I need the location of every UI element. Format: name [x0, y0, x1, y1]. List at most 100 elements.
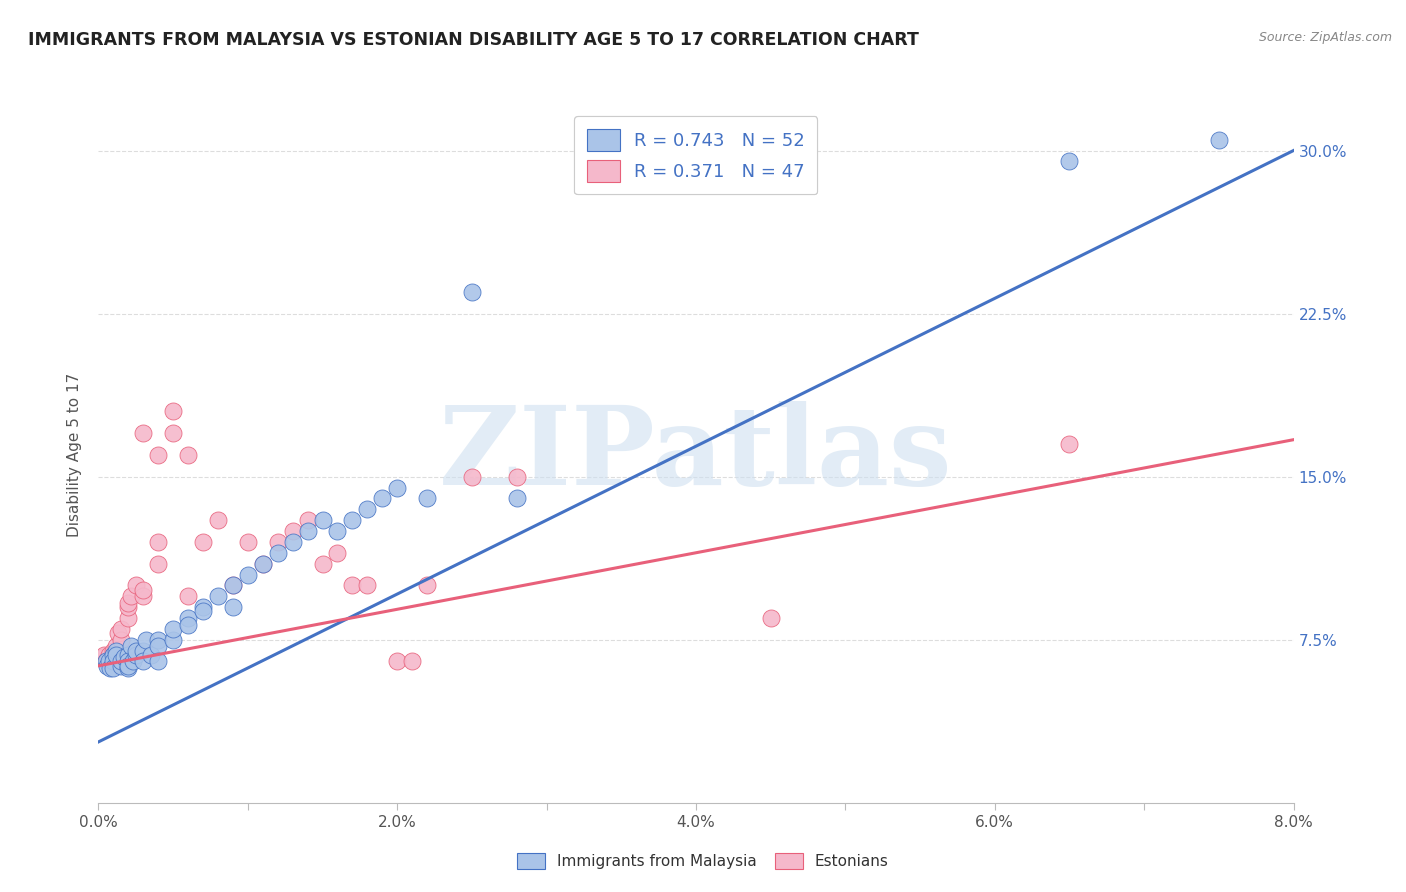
Point — [281, 535, 304, 549]
Point — [132, 655, 155, 669]
Point — [342, 513, 364, 527]
Point — [117, 600, 139, 615]
Point — [98, 661, 122, 675]
Point — [125, 643, 148, 657]
Point — [105, 639, 128, 653]
Point — [162, 622, 184, 636]
Point — [96, 655, 118, 669]
Point — [94, 655, 117, 669]
Point — [135, 632, 157, 647]
Point — [117, 655, 139, 669]
Point — [162, 632, 184, 647]
Point — [222, 600, 245, 615]
Point — [117, 658, 139, 673]
Text: IMMIGRANTS FROM MALAYSIA VS ESTONIAN DISABILITY AGE 5 TO 17 CORRELATION CHART: IMMIGRANTS FROM MALAYSIA VS ESTONIAN DIS… — [28, 31, 920, 49]
Legend: Immigrants from Malaysia, Estonians: Immigrants from Malaysia, Estonians — [512, 847, 894, 875]
Point — [326, 546, 349, 560]
Point — [416, 578, 439, 592]
Point — [177, 589, 200, 603]
Point — [110, 632, 132, 647]
Point — [96, 658, 118, 673]
Point — [107, 626, 129, 640]
Point — [120, 589, 142, 603]
Point — [125, 648, 148, 662]
Point — [252, 557, 274, 571]
Point — [103, 648, 125, 662]
Point — [326, 524, 349, 538]
Point — [132, 426, 155, 441]
Point — [385, 481, 409, 495]
Legend: R = 0.743   N = 52, R = 0.371   N = 47: R = 0.743 N = 52, R = 0.371 N = 47 — [575, 116, 817, 194]
Point — [267, 546, 290, 560]
Point — [385, 655, 409, 669]
Point — [148, 448, 170, 462]
Point — [1208, 133, 1230, 147]
Point — [117, 596, 139, 610]
Point — [371, 491, 394, 506]
Point — [103, 661, 125, 675]
Point — [110, 622, 132, 636]
Point — [103, 655, 125, 669]
Point — [132, 589, 155, 603]
Point — [148, 639, 170, 653]
Point — [177, 617, 200, 632]
Point — [148, 535, 170, 549]
Point — [97, 655, 120, 669]
Point — [177, 448, 200, 462]
Point — [98, 658, 122, 673]
Point — [94, 655, 117, 669]
Point — [148, 632, 170, 647]
Point — [148, 655, 170, 669]
Y-axis label: Disability Age 5 to 17: Disability Age 5 to 17 — [67, 373, 83, 537]
Point — [191, 535, 214, 549]
Point — [1059, 437, 1081, 451]
Point — [105, 648, 128, 662]
Point — [112, 650, 135, 665]
Point — [121, 655, 143, 669]
Point — [117, 648, 139, 662]
Text: ZIPatlas: ZIPatlas — [439, 401, 953, 508]
Point — [97, 648, 120, 662]
Point — [162, 404, 184, 418]
Point — [93, 648, 115, 662]
Point — [191, 600, 214, 615]
Point — [177, 611, 200, 625]
Point — [759, 611, 782, 625]
Point — [148, 557, 170, 571]
Point — [120, 639, 142, 653]
Point — [236, 567, 259, 582]
Point — [311, 557, 333, 571]
Point — [297, 524, 319, 538]
Point — [110, 658, 132, 673]
Point — [506, 469, 529, 483]
Point — [252, 557, 274, 571]
Point — [342, 578, 364, 592]
Point — [461, 469, 484, 483]
Point — [222, 578, 245, 592]
Point — [416, 491, 439, 506]
Point — [132, 582, 155, 597]
Point — [207, 513, 229, 527]
Point — [91, 650, 114, 665]
Point — [506, 491, 529, 506]
Point — [1059, 154, 1081, 169]
Point — [236, 535, 259, 549]
Point — [103, 648, 125, 662]
Point — [191, 605, 214, 619]
Point — [117, 611, 139, 625]
Point — [311, 513, 333, 527]
Point — [105, 643, 128, 657]
Point — [125, 578, 148, 592]
Point — [267, 535, 290, 549]
Point — [117, 661, 139, 675]
Point — [110, 655, 132, 669]
Point — [461, 285, 484, 299]
Point — [162, 426, 184, 441]
Point — [207, 589, 229, 603]
Text: Source: ZipAtlas.com: Source: ZipAtlas.com — [1258, 31, 1392, 45]
Point — [139, 648, 162, 662]
Point — [103, 655, 125, 669]
Point — [401, 655, 423, 669]
Point — [222, 578, 245, 592]
Point — [103, 643, 125, 657]
